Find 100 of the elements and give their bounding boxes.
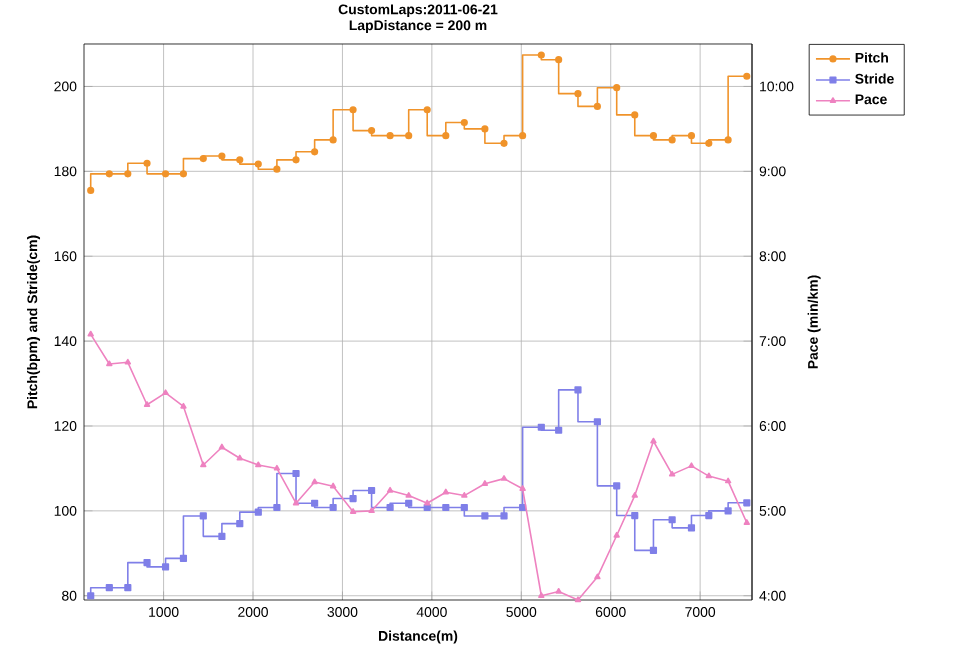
point — [724, 136, 732, 144]
point — [386, 503, 394, 512]
point — [292, 499, 300, 506]
point — [124, 584, 132, 592]
point — [87, 330, 94, 337]
point — [329, 482, 337, 489]
point — [405, 492, 412, 498]
point — [481, 125, 489, 133]
point — [613, 531, 620, 538]
point — [631, 111, 639, 119]
point — [311, 478, 318, 485]
point — [649, 132, 658, 140]
point — [255, 461, 262, 468]
point — [349, 494, 357, 503]
point — [124, 170, 132, 178]
point — [368, 486, 376, 495]
point — [424, 499, 431, 506]
point — [105, 584, 113, 592]
point — [593, 102, 601, 110]
point — [106, 360, 113, 367]
point — [649, 546, 658, 554]
point — [442, 488, 450, 495]
point — [555, 426, 563, 434]
point — [218, 532, 226, 540]
point — [613, 482, 621, 490]
point — [631, 492, 638, 498]
point — [613, 84, 621, 92]
point — [555, 56, 563, 64]
point — [236, 156, 244, 164]
point — [688, 462, 695, 469]
point — [405, 499, 413, 507]
point — [311, 148, 319, 156]
point — [705, 511, 713, 520]
point — [574, 596, 582, 603]
point — [143, 401, 151, 407]
point — [481, 480, 489, 486]
point — [519, 132, 527, 140]
point — [254, 508, 262, 516]
point — [574, 90, 582, 98]
point — [668, 136, 676, 144]
point — [273, 503, 281, 512]
point — [143, 559, 151, 567]
point — [461, 492, 468, 498]
point — [87, 186, 95, 195]
point — [668, 470, 676, 477]
point — [668, 516, 676, 524]
point — [236, 454, 243, 461]
point — [537, 51, 545, 59]
point — [650, 437, 657, 444]
point — [442, 503, 450, 512]
point — [743, 72, 751, 80]
point — [161, 563, 170, 571]
point — [311, 499, 319, 507]
point — [292, 156, 300, 164]
point — [200, 461, 207, 468]
point — [349, 508, 357, 514]
point — [218, 443, 226, 450]
point — [254, 160, 262, 168]
point — [460, 118, 468, 127]
point — [199, 155, 207, 163]
point — [386, 486, 394, 493]
point — [705, 472, 713, 479]
point — [631, 511, 639, 520]
point — [500, 512, 508, 520]
point — [218, 152, 226, 160]
point — [368, 507, 375, 514]
point — [236, 520, 244, 528]
point — [180, 402, 187, 409]
point — [405, 132, 413, 140]
point — [705, 139, 713, 147]
point — [442, 132, 450, 140]
point — [87, 592, 95, 600]
point — [273, 165, 281, 173]
point — [555, 587, 562, 594]
point — [743, 519, 751, 525]
point — [105, 170, 113, 178]
point — [724, 507, 732, 515]
point — [368, 126, 376, 135]
point — [329, 136, 337, 144]
point — [687, 524, 696, 532]
point — [594, 573, 601, 580]
point — [179, 170, 188, 178]
point — [724, 477, 732, 484]
point — [743, 499, 751, 507]
point — [687, 132, 696, 140]
point — [292, 469, 300, 478]
point — [143, 159, 151, 167]
point — [386, 132, 394, 140]
point — [124, 358, 132, 365]
point — [500, 475, 508, 481]
point — [162, 389, 169, 396]
point — [460, 503, 468, 512]
point — [538, 592, 545, 598]
point — [519, 485, 526, 491]
point — [481, 512, 489, 520]
point — [199, 512, 207, 520]
point — [423, 106, 431, 114]
point — [161, 170, 170, 178]
point — [593, 418, 601, 426]
point — [179, 554, 188, 562]
